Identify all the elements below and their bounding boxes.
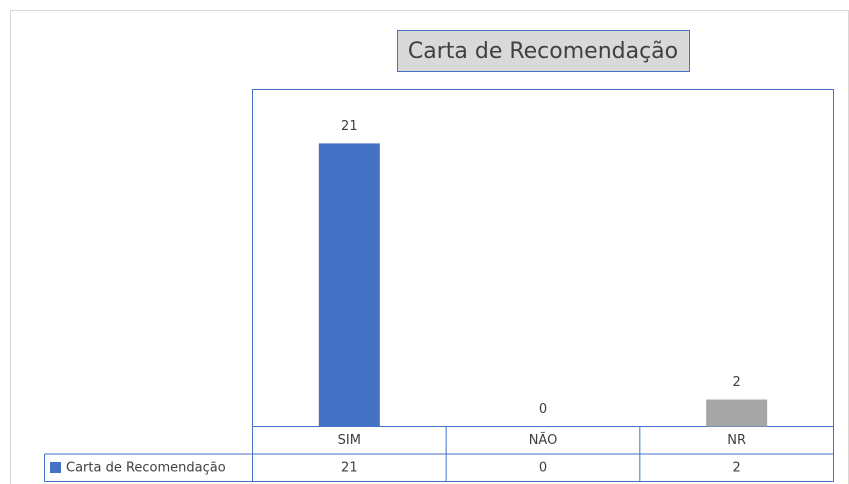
table-value: 0 (539, 461, 547, 476)
bar (318, 143, 380, 427)
chart-title: Carta de Recomendação (408, 39, 678, 64)
category-label: NÃO (529, 432, 558, 448)
table-value: 21 (341, 461, 358, 476)
data-label: 2 (733, 375, 741, 390)
bar (706, 399, 768, 427)
data-label: 21 (341, 119, 358, 134)
legend-key (50, 462, 61, 473)
legend-label: Carta de Recomendação (66, 461, 226, 476)
data-label: 0 (539, 402, 547, 417)
plot-area (252, 89, 834, 427)
category-label: SIM (338, 433, 361, 448)
table-value: 2 (733, 461, 741, 476)
category-label: NR (727, 433, 746, 448)
title-box (397, 30, 690, 72)
